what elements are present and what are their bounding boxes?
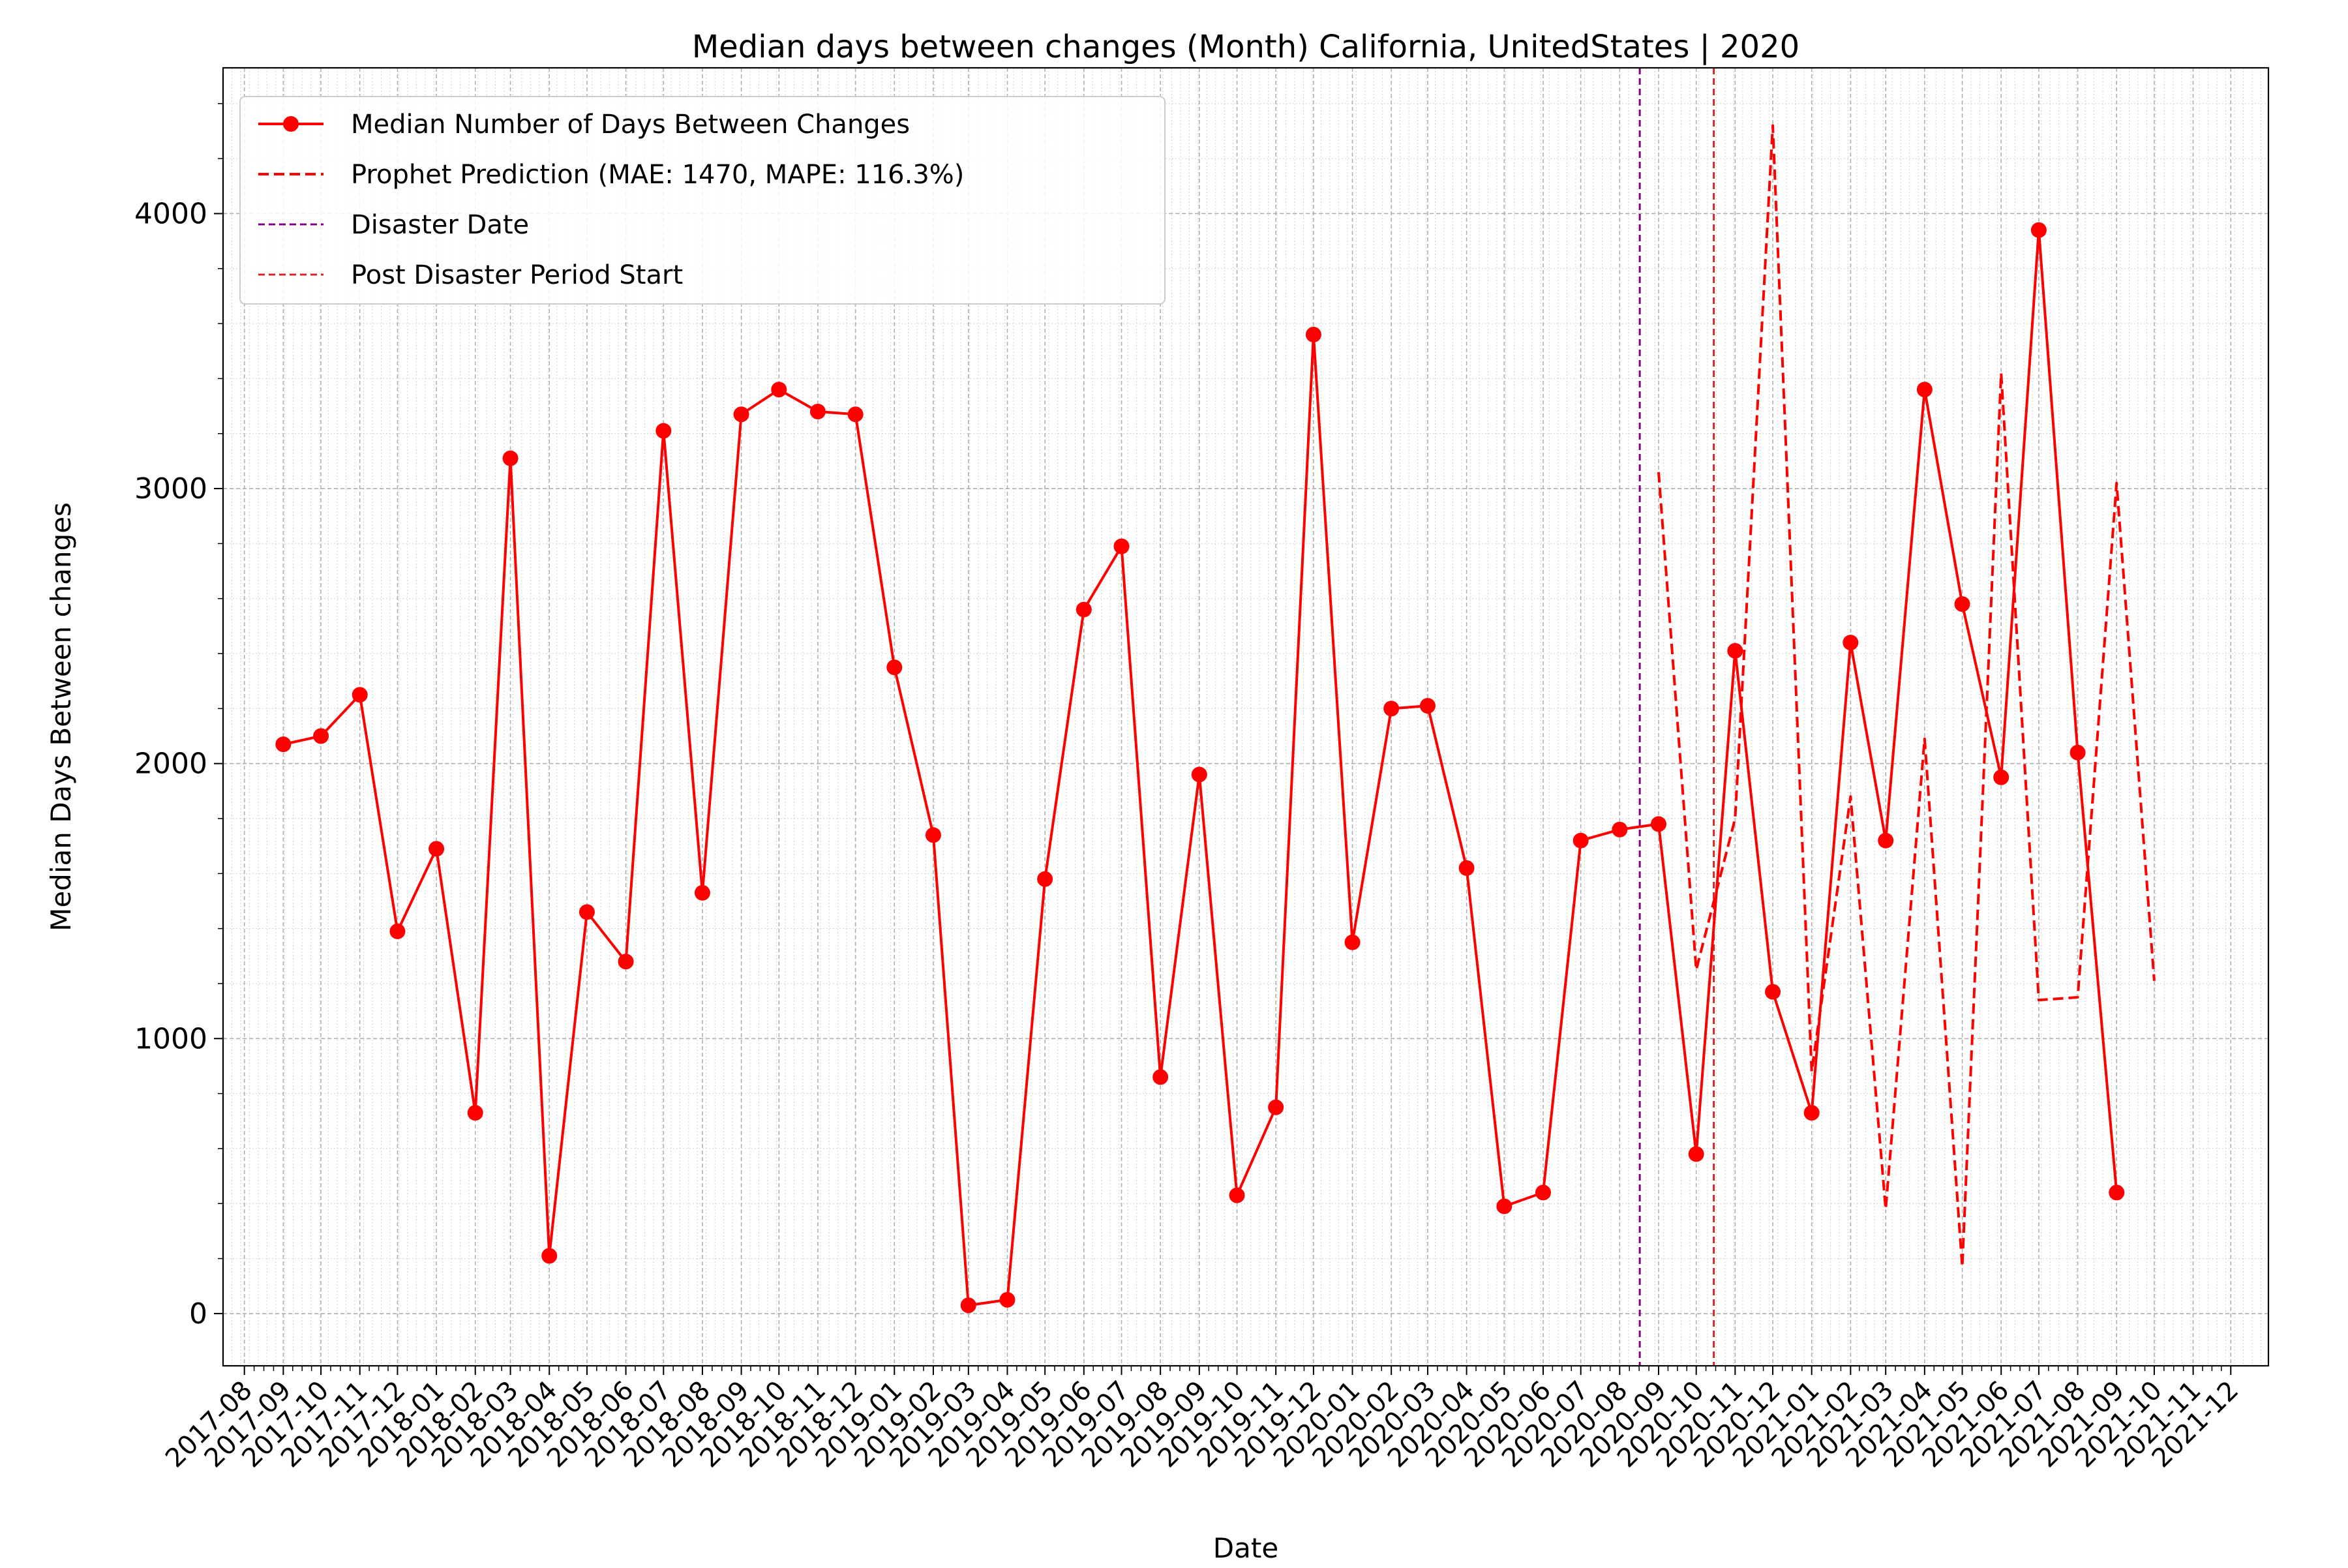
x-axis-label: Date	[1213, 1532, 1278, 1564]
actual-data-point	[771, 382, 787, 398]
actual-data-point	[1076, 601, 1092, 618]
actual-data-point	[886, 659, 903, 676]
actual-data-point	[1993, 769, 2009, 785]
actual-data-point	[1916, 382, 1933, 398]
actual-data-point	[1650, 816, 1666, 832]
actual-data-point	[1878, 832, 1894, 849]
actual-data-point	[618, 954, 634, 970]
y-tick-label: 2000	[134, 747, 207, 781]
legend-disaster-date-label: Disaster Date	[351, 210, 529, 240]
y-tick-label: 4000	[134, 197, 207, 230]
actual-data-point	[1612, 821, 1628, 837]
actual-data-point	[467, 1105, 483, 1121]
actual-data-point	[429, 841, 445, 857]
actual-data-point	[960, 1297, 976, 1314]
y-axis-label: Median Days Between changes	[45, 502, 77, 931]
actual-data-point	[1305, 326, 1321, 342]
prediction-series-line	[1657, 124, 2156, 1269]
y-tick-label: 1000	[134, 1022, 207, 1055]
actual-data-point	[1458, 860, 1475, 876]
plot-area-frame	[222, 67, 2270, 1367]
actual-data-point	[847, 406, 864, 423]
actual-data-point	[999, 1291, 1016, 1308]
actual-data-point	[1573, 832, 1589, 849]
legend-prediction-label: Prophet Prediction (MAE: 1470, MAPE: 116…	[351, 160, 964, 190]
actual-data-point	[1268, 1099, 1284, 1115]
actual-data-point	[275, 736, 292, 753]
actual-data-point	[2109, 1184, 2125, 1201]
actual-data-point	[809, 404, 826, 420]
actual-data-point	[389, 923, 406, 939]
legend-box	[239, 96, 1166, 305]
y-tick-label: 0	[189, 1297, 207, 1331]
actual-data-point	[1419, 698, 1436, 714]
actual-data-point	[1113, 538, 1130, 554]
actual-data-point	[313, 728, 329, 744]
actual-data-point	[1803, 1105, 1820, 1121]
actual-data-point	[925, 827, 941, 843]
chart-title: Median days between changes (Month) Cali…	[692, 29, 1799, 65]
actual-data-point	[1037, 871, 1053, 887]
actual-data-point	[1152, 1069, 1169, 1085]
actual-data-point	[579, 904, 595, 920]
actual-data-point	[502, 450, 519, 466]
legend: Median Number of Days Between Changes Pro…	[239, 96, 1166, 305]
actual-data-point	[2070, 744, 2086, 761]
legend-actual-label: Median Number of Days Between Changes	[351, 110, 910, 140]
actual-data-point	[1765, 984, 1781, 1000]
actual-data-point	[1229, 1187, 1245, 1203]
legend-post-disaster-label: Post Disaster Period Start	[351, 260, 683, 290]
actual-data-point	[694, 884, 710, 901]
actual-data-point	[655, 423, 672, 439]
actual-data-point	[1727, 642, 1743, 659]
actual-data-point	[1383, 701, 1400, 717]
actual-data-point	[1191, 766, 1207, 783]
actual-data-point	[352, 687, 368, 703]
actual-data-point	[1535, 1184, 1551, 1201]
actual-data-point	[1496, 1198, 1513, 1214]
actual-data-point	[1954, 596, 1970, 612]
actual-data-point	[1843, 635, 1859, 651]
actual-data-point	[1688, 1146, 1704, 1162]
actual-data-point	[733, 406, 749, 423]
legend-actual-marker	[283, 116, 299, 132]
y-tick-label: 3000	[134, 472, 207, 505]
actual-data-point	[541, 1248, 558, 1264]
actual-data-point	[2030, 222, 2047, 238]
actual-data-point	[1344, 934, 1361, 950]
